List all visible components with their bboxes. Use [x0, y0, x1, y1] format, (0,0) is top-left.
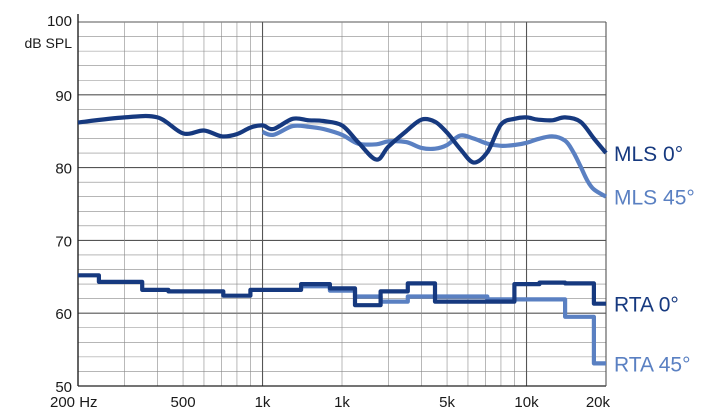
x-tick-label: 1k [334, 394, 350, 411]
plot-series [77, 113, 608, 366]
y-axis-unit-label: dB SPL [25, 35, 73, 51]
series-line [77, 113, 608, 165]
x-tick-label: 5k [439, 394, 455, 411]
series-line [301, 284, 606, 366]
x-tick-label: 10k [514, 394, 539, 411]
x-tick-label: 1k [255, 394, 271, 411]
y-tick-label: 80 [55, 161, 72, 178]
axis-labels: 100 dB SPL 50 60 70 80 90 200 Hz 500 1k 1k 5k 10k 2… [25, 13, 611, 411]
x-tick-label: 20k [586, 394, 611, 411]
series-labels: MLS 0° MLS 45° RTA 0° RTA 45° [614, 143, 695, 376]
series-line [78, 273, 606, 308]
grid-lines [77, 14, 607, 387]
series-line [261, 123, 608, 199]
series-label: RTA 45° [614, 353, 691, 376]
y-tick-label: 90 [55, 88, 72, 105]
y-axis-top-label: 100 [47, 13, 72, 30]
y-tick-label: 70 [55, 233, 72, 250]
y-tick-label: 60 [55, 306, 72, 323]
x-tick-label: 200 Hz [50, 394, 98, 411]
series-label: MLS 45° [614, 187, 695, 210]
x-tick-label: 500 [171, 394, 196, 411]
series-label: MLS 0° [614, 143, 683, 166]
series-label: RTA 0° [614, 294, 679, 317]
y-tick-label: 50 [55, 379, 72, 396]
